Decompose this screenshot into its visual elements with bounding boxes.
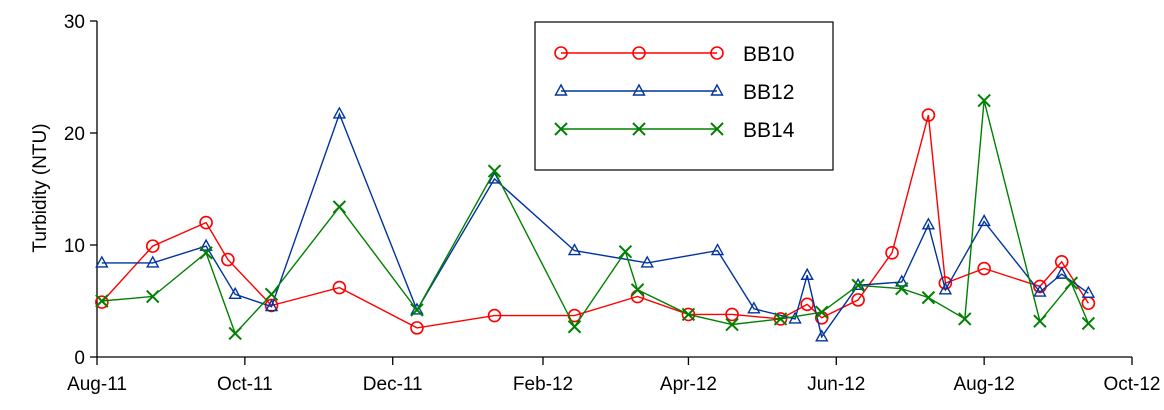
series-bb14-point <box>681 307 696 322</box>
legend-swatch-marker <box>632 46 646 60</box>
legend-swatch-marker <box>554 122 568 136</box>
series-bb12-point <box>921 217 936 230</box>
series-bb14-point <box>630 283 645 297</box>
series-bb14-point <box>725 317 739 332</box>
series-bb12-point <box>1081 285 1096 298</box>
x-tick-label: Dec-11 <box>363 374 423 395</box>
series-bb12-point <box>895 274 909 287</box>
series-bb10-point <box>885 246 899 260</box>
series-bb14-point <box>332 200 347 214</box>
series-bb14-point <box>228 326 242 341</box>
series-bb14-point <box>1033 314 1047 328</box>
legend-item-bb10: BB10 <box>554 43 794 66</box>
series-bb12-point <box>567 243 582 256</box>
series-bb10-point <box>1081 296 1096 311</box>
series-bb12-point <box>146 255 160 268</box>
axes: 0 10 20 30 Aug-11 Oct-11 Dec-11 Feb-12 Apr-12 Jun… <box>64 12 1161 395</box>
y-axis-title: Turbidity (NTU) <box>30 123 51 252</box>
series-bb12-point <box>815 329 829 342</box>
series-bb12-point <box>938 282 953 295</box>
legend-swatch-marker <box>632 122 646 136</box>
x-tick-label: Oct-12 <box>1103 374 1160 395</box>
legend-swatch-marker <box>710 83 724 96</box>
series-bb12-point <box>640 255 654 268</box>
legend-swatch-marker <box>554 46 568 60</box>
y-tick-label: 0 <box>74 348 85 369</box>
series-bb12-point <box>851 277 865 291</box>
series-bb14-point <box>977 93 991 108</box>
x-tick-label: Feb-12 <box>513 374 573 395</box>
series-bb14-point <box>410 303 424 317</box>
y-tick-label: 10 <box>64 236 85 257</box>
series-bb12-point <box>710 243 725 256</box>
series-bb14-point <box>1064 276 1079 290</box>
series-bb12-point <box>264 299 279 312</box>
series-bb14-point <box>921 290 936 305</box>
legend-item-bb14: BB14 <box>554 119 795 142</box>
legend-label-bb12: BB12 <box>743 81 794 104</box>
legend-swatch-marker <box>710 122 724 136</box>
legend-swatch-marker <box>632 83 646 96</box>
series-bb10-point <box>221 252 235 267</box>
series-bb12-point <box>788 311 802 324</box>
series-bb14-point <box>95 294 109 308</box>
legend-label-bb14: BB14 <box>743 119 795 142</box>
series-bb10-point <box>725 307 739 322</box>
series-bb10-point <box>977 261 991 276</box>
legend-swatch-marker <box>554 83 568 96</box>
series-bb10-point <box>800 297 814 312</box>
y-tick-label: 20 <box>64 124 85 145</box>
series-bb10-line <box>101 114 1089 329</box>
series-bb10-point <box>410 321 424 335</box>
series-bb10 <box>95 108 1096 335</box>
series-bb14-point <box>567 320 582 334</box>
x-tick-label: Oct-11 <box>217 374 273 395</box>
series-bb14-point <box>487 164 502 178</box>
series-bb12-point <box>228 286 242 299</box>
series-bb14-point <box>773 312 788 326</box>
x-tick-label: Aug-12 <box>954 374 1015 395</box>
series-bb12-point <box>1055 266 1069 279</box>
series-layer <box>95 93 1096 342</box>
series-bb10-point <box>145 239 160 253</box>
series-bb12-point <box>332 106 347 119</box>
legend: BB10 BB12 BB14 <box>534 21 834 171</box>
x-tick-label: Jun-12 <box>807 374 865 395</box>
series-bb10-point <box>681 307 696 322</box>
x-tick-label: Apr-12 <box>660 374 717 395</box>
x-tick-label: Aug-11 <box>67 374 127 395</box>
legend-box <box>534 21 834 171</box>
series-bb12-point <box>800 267 814 280</box>
series-bb14-point <box>146 289 160 304</box>
series-bb14-point <box>199 246 213 260</box>
series-bb10-point <box>199 215 213 230</box>
legend-item-bb12: BB12 <box>554 81 794 104</box>
series-bb14 <box>95 93 1096 341</box>
series-bb14-point <box>618 245 633 259</box>
series-bb12 <box>95 106 1096 342</box>
legend-label-bb10: BB10 <box>743 43 794 66</box>
series-bb14-point <box>1081 316 1096 331</box>
series-bb12-point <box>977 214 991 227</box>
series-bb10-point <box>487 308 502 323</box>
series-bb12-line <box>101 112 1089 339</box>
series-bb12-point <box>95 255 109 268</box>
y-tick-label: 30 <box>64 12 85 33</box>
series-bb10-point <box>332 280 347 295</box>
series-bb12-point <box>1033 284 1047 297</box>
series-bb14-point <box>895 281 909 296</box>
series-bb14-point <box>815 305 829 319</box>
series-bb14-point <box>264 287 279 301</box>
series-bb14-point <box>958 312 972 326</box>
series-bb12-point <box>747 301 761 314</box>
series-bb10-point <box>921 108 936 122</box>
series-bb10-point <box>851 293 865 307</box>
series-bb10-point <box>95 295 109 309</box>
series-bb12-point <box>199 238 213 251</box>
series-bb12-point <box>410 302 424 315</box>
legend-swatch-marker <box>710 46 724 60</box>
series-bb14-point <box>851 278 865 293</box>
